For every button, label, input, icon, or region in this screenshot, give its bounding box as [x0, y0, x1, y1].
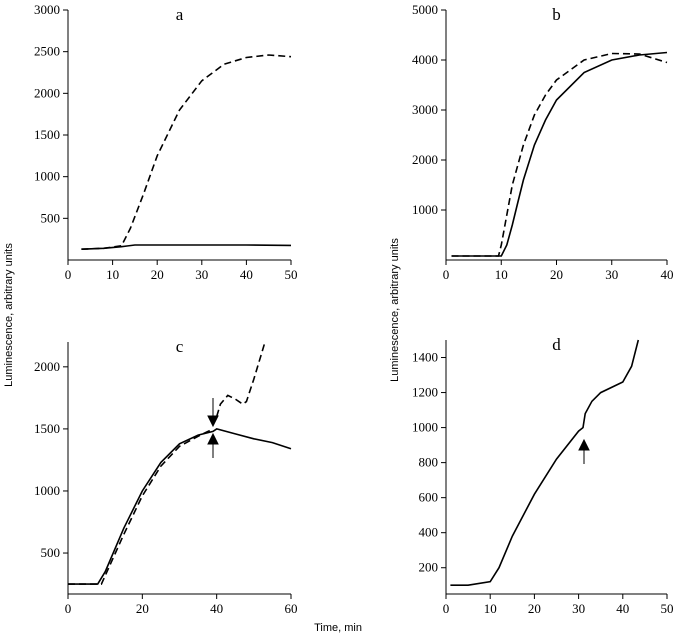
x-tick-label: 20	[136, 601, 149, 616]
y-tick-label: 1500	[34, 127, 60, 142]
y-tick-label: 3000	[412, 102, 438, 117]
x-tick-label: 0	[443, 267, 450, 282]
panel-title: a	[176, 5, 184, 24]
y-tick-label: 200	[419, 560, 439, 575]
y-tick-label: 2000	[34, 85, 60, 100]
y-tick-label: 4000	[412, 52, 438, 67]
y-axis-label: Luminescence, arbitrary units	[389, 238, 401, 382]
y-tick-label: 5000	[412, 2, 438, 17]
x-tick-label: 0	[65, 267, 72, 282]
y-tick-label: 1000	[34, 169, 60, 184]
y-tick-label: 1000	[412, 202, 438, 217]
x-tick-label: 40	[240, 267, 253, 282]
x-axis-label: Time, min	[314, 622, 362, 634]
arrow-head	[207, 415, 219, 428]
x-tick-label: 20	[550, 267, 563, 282]
x-tick-label: 20	[151, 267, 164, 282]
y-tick-label: 2000	[34, 359, 60, 374]
arrow-head	[207, 432, 219, 445]
y-axis-label: Luminescence, arbitrary units	[3, 243, 15, 387]
arrows	[207, 398, 590, 464]
x-tick-label: 50	[661, 601, 674, 616]
y-tick-label: 800	[419, 455, 439, 470]
data-line	[68, 341, 266, 585]
y-tick-label: 2500	[34, 44, 60, 59]
data-line	[81, 54, 292, 250]
x-tick-label: 30	[605, 267, 618, 282]
panel-title: d	[552, 335, 561, 354]
y-tick-label: 600	[419, 490, 439, 505]
panel-title: b	[552, 5, 561, 24]
x-tick-label: 0	[443, 601, 450, 616]
data-line	[451, 52, 668, 257]
arrow-head	[578, 438, 590, 451]
x-tick-label: 10	[106, 267, 119, 282]
y-tick-label: 1400	[412, 350, 438, 365]
data-line	[81, 244, 292, 250]
x-tick-label: 40	[661, 267, 674, 282]
data-line	[451, 51, 668, 257]
x-tick-label: 60	[285, 601, 298, 616]
x-tick-label: 10	[495, 267, 508, 282]
panel-title: c	[176, 337, 184, 356]
y-tick-label: 3000	[34, 2, 60, 17]
y-tick-label: 2000	[412, 152, 438, 167]
y-tick-label: 1200	[412, 385, 438, 400]
y-tick-label: 500	[41, 210, 61, 225]
y-tick-label: 400	[419, 525, 439, 540]
x-tick-label: 30	[195, 267, 208, 282]
x-tick-label: 50	[285, 267, 298, 282]
x-tick-label: 40	[616, 601, 629, 616]
x-tick-label: 40	[210, 601, 223, 616]
data-line	[68, 428, 292, 585]
y-tick-label: 1000	[412, 420, 438, 435]
y-tick-label: 1500	[34, 421, 60, 436]
y-tick-label: 1000	[34, 483, 60, 498]
x-tick-label: 20	[528, 601, 541, 616]
y-tick-label: 500	[41, 545, 61, 560]
x-tick-label: 30	[572, 601, 585, 616]
x-tick-label: 10	[484, 601, 497, 616]
data-line	[450, 339, 640, 586]
x-tick-label: 0	[65, 601, 72, 616]
